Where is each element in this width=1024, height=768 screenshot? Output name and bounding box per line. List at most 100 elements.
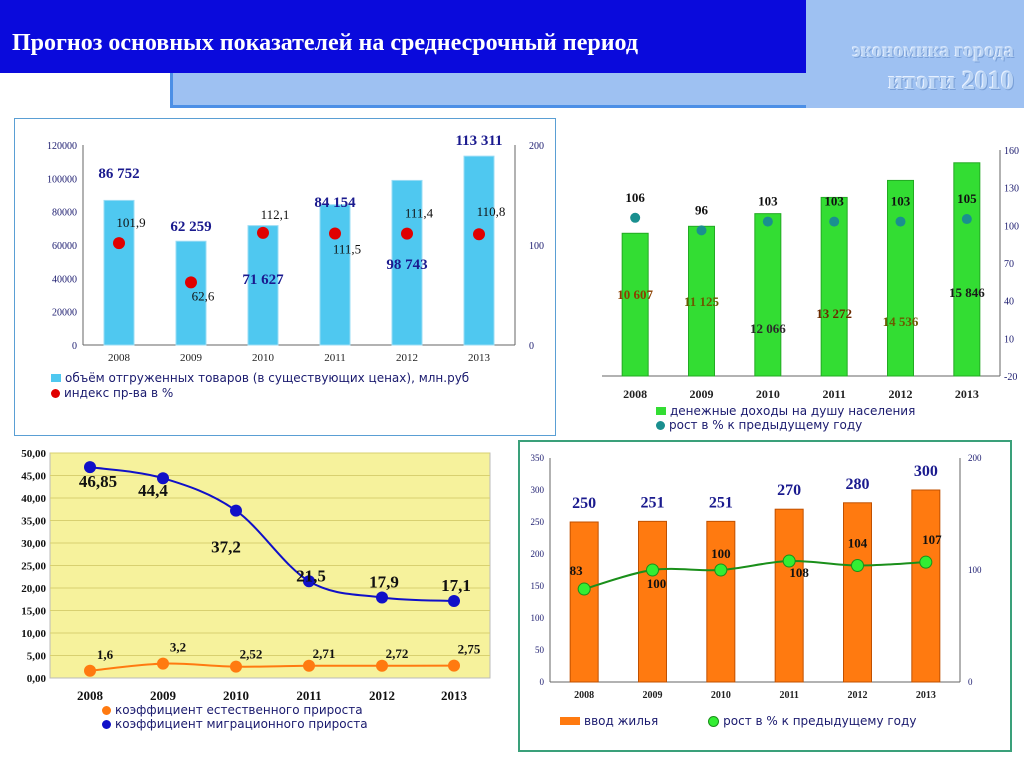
growth-value-label: 100 [647,576,667,591]
legend-swatch-housing-growth [708,715,720,727]
y-tick-label: 0 [72,341,77,352]
growth-marker [762,216,773,227]
bar-value-label: 15 846 [949,285,985,300]
bar-value-label: 270 [777,482,801,499]
legend-item-shipped: объём отгруженных товаров (в существующи… [51,371,551,385]
y-tick-label: 25,00 [21,561,46,573]
x-tick-label: 2009 [643,690,663,701]
natural-value-label: 2,75 [458,642,481,657]
growth-value-label: 96 [695,202,709,217]
y2-tick-label: 100 [968,565,982,575]
x-tick-label: 2011 [822,387,845,401]
chart-housing: 0 50 100 150 200 250 300 350 0 100 200 250 2008 251 20… [518,440,1012,752]
x-tick-label: 2010 [756,387,780,401]
x-tick-label: 2008 [108,352,131,364]
x-tick-label: 2009 [150,688,177,703]
legend-label-income-growth: рост в % к предыдущему году [669,418,863,432]
legend-label-natural: коэффициент естественного прироста [115,703,363,717]
natural-value-label: 2,71 [313,646,336,661]
legend-label-income: денежные доходы на душу населения [670,404,916,418]
growth-marker [714,563,728,577]
bar [688,225,715,377]
y-tick-label: 100 [531,613,545,623]
index-marker [329,227,341,240]
legend-swatch-index [51,388,60,398]
bar-value-label: 98 743 [386,257,427,273]
bar-value-label: 11 125 [684,294,720,309]
legend-label-shipped: объём отгруженных товаров (в существующи… [65,371,470,385]
legend-label-housing-growth: рост в % к предыдущему году [723,714,917,728]
natural-marker [84,664,96,677]
y-tick-label: 0,00 [27,673,47,685]
x-tick-label: 2012 [396,352,418,364]
bar [569,521,599,683]
natural-value-label: 1,6 [97,647,114,662]
index-value-label: 62,6 [192,288,215,303]
bar-value-label: 71 627 [242,272,284,288]
x-tick-label: 2012 [889,387,913,401]
index-marker [185,276,197,289]
bar [175,240,207,346]
index-marker [113,237,125,250]
bar [247,225,279,346]
migration-marker [157,472,169,485]
index-marker [401,227,413,240]
bar-value-label: 251 [641,494,665,511]
index-value-label: 111,5 [333,242,361,257]
bar-value-label: 280 [846,476,870,493]
bar [953,162,981,377]
bar [621,232,649,377]
y-tick-label: 30,00 [21,538,46,550]
x-tick-label: 2013 [916,690,936,701]
natural-value-label: 2,52 [240,647,263,662]
y2-tick-label: 100 [1004,221,1019,232]
y-tick-label: 250 [531,517,545,527]
bar-value-label: 113 311 [455,133,502,149]
y-tick-label: 150 [531,581,545,591]
x-tick-label: 2012 [369,688,395,703]
bar [843,502,872,683]
x-tick-label: 2013 [468,352,491,364]
x-tick-label: 2009 [690,387,714,401]
y-tick-label: 10,00 [21,628,46,640]
growth-value-label: 83 [570,563,584,578]
natural-marker [230,660,242,673]
x-tick-label: 2010 [252,352,275,364]
migration-marker [84,461,96,474]
header-right-panel: экономика города итоги 2010 [806,0,1024,108]
chart-shipped-goods: 0 20000 40000 60000 80000 100000 120000 0 100 200… [14,118,556,436]
bar [319,204,351,346]
legend-item-index: индекс пр-ва в % [51,386,551,400]
bar-value-label: 300 [914,463,938,480]
chart-income-svg: -20 10 40 70 100 130 160 10 607 2008 11 125 2009 12… [602,146,1019,401]
bar [887,179,914,377]
index-value-label: 101,9 [116,215,145,230]
y-tick-label: 0 [540,677,545,687]
brand-line-2: итоги 2010 [888,66,1014,95]
y-tick-label: 20,00 [21,583,46,595]
natural-value-label: 3,2 [170,640,186,655]
migration-marker [448,595,460,608]
natural-marker [448,659,460,672]
x-tick-label: 2008 [623,387,647,401]
legend-label-migration: коэффициент миграционного прироста [115,717,368,731]
bar-value-label: 10 607 [617,287,653,302]
growth-marker [696,225,707,236]
y2-tick-label: 130 [1004,184,1019,195]
bar [391,179,423,346]
natural-value-label: 2,72 [386,646,409,661]
migration-value-label: 17,9 [369,572,399,591]
legend-item-natural: коэффициент естественного прироста [102,703,368,717]
legend-label-index: индекс пр-ва в % [64,386,174,400]
growth-value-label: 103 [891,194,911,209]
index-value-label: 110,8 [477,204,506,219]
growth-value-label: 107 [922,532,942,547]
y2-tick-label: 10 [1004,334,1014,345]
y2-tick-label: 70 [1004,259,1014,270]
y-tick-label: 5,00 [27,651,47,663]
migration-value-label: 17,1 [441,576,471,595]
x-tick-label: 2010 [711,690,731,701]
migration-marker [303,575,315,588]
legend-swatch-migration [102,719,111,729]
migration-value-label: 44,4 [138,481,168,500]
